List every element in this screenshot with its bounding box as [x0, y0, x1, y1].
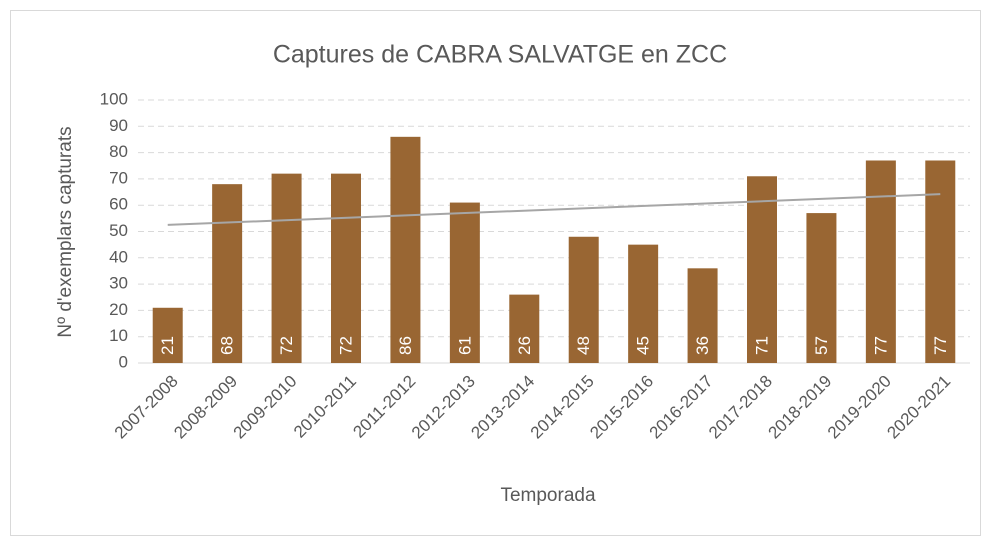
data-label: 77: [871, 336, 890, 355]
bar: [747, 176, 777, 363]
bar: [509, 294, 540, 363]
bar: [568, 236, 599, 363]
y-tick-label: 30: [109, 274, 128, 293]
data-label: 86: [396, 336, 415, 355]
y-tick-label: 0: [119, 352, 128, 371]
chart-title: Captures de CABRA SALVATGE en ZCC: [273, 41, 727, 69]
data-label: 72: [336, 336, 355, 355]
bar: [628, 244, 659, 363]
bar: [212, 184, 243, 363]
data-label: 45: [634, 336, 653, 355]
y-tick-label: 70: [109, 168, 128, 187]
bar: [925, 160, 956, 363]
bar: [390, 136, 421, 363]
y-tick-label: 80: [109, 142, 128, 161]
data-label: 36: [693, 336, 712, 355]
data-label: 21: [158, 336, 177, 355]
data-label: 77: [931, 336, 950, 355]
data-label: 57: [812, 336, 831, 355]
bar: [865, 160, 896, 363]
data-label: 61: [455, 336, 474, 355]
y-tick-label: 20: [109, 300, 128, 319]
bar: [806, 213, 837, 363]
x-axis-label: Temporada: [500, 485, 595, 506]
data-label: 48: [574, 336, 593, 355]
data-label: 26: [515, 336, 534, 355]
y-tick-label: 90: [109, 116, 128, 135]
bar: [152, 307, 183, 363]
bar: [449, 202, 480, 363]
bar: [687, 268, 718, 363]
y-axis-label: Nº d'exemplars capturats: [55, 126, 76, 337]
data-label: 68: [218, 336, 237, 355]
data-label: 71: [752, 336, 771, 355]
y-tick-label: 10: [109, 326, 128, 345]
trendline: [167, 193, 941, 226]
y-tick-label: 60: [109, 195, 128, 214]
data-label: 72: [277, 336, 296, 355]
y-tick-label: 50: [109, 221, 128, 240]
bar: [271, 173, 302, 363]
bar: [331, 173, 361, 363]
y-tick-label: 100: [100, 89, 128, 108]
y-tick-label: 40: [109, 247, 128, 266]
